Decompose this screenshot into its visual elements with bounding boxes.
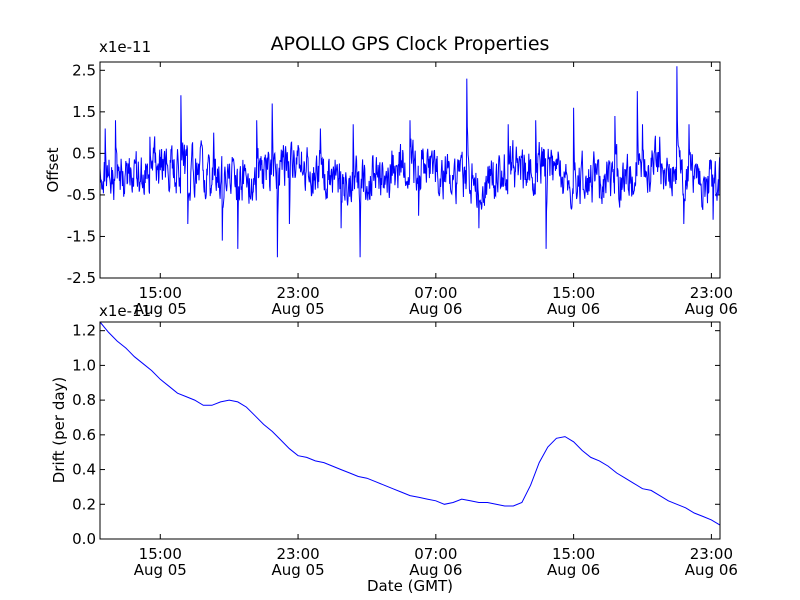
offset-x-tick-date-label: Aug 05 (271, 300, 324, 318)
offset-x-tick-time-label: 15:00 (552, 284, 595, 302)
offset-y-tick-label: 2.5 (72, 61, 96, 79)
drift-x-tick-time-label: 15:00 (139, 545, 182, 563)
chart-title: APOLLO GPS Clock Properties (271, 33, 550, 55)
drift-x-tick-date-label: Aug 05 (134, 561, 187, 579)
y-axis-label-drift: Drift (per day) (50, 377, 68, 484)
drift-y-tick-label: 1.0 (72, 356, 96, 374)
offset-series-line (99, 66, 721, 258)
drift-x-tick-date-label: Aug 06 (685, 561, 738, 579)
offset-x-tick-time-label: 15:00 (139, 284, 182, 302)
y-axis-label-offset: Offset (44, 147, 62, 192)
drift-y-tick-label: 0.4 (72, 461, 96, 479)
offset-x-tick-time-label: 23:00 (690, 284, 733, 302)
offset-x-tick-date-label: Aug 06 (409, 300, 462, 318)
offset-multiplier-label: x1e-11 (99, 38, 151, 56)
offset-x-tick-time-label: 23:00 (276, 284, 319, 302)
offset-y-tick-label: 0.5 (72, 144, 96, 162)
x-axis-label-date: Date (GMT) (367, 577, 453, 595)
offset-y-tick-label: 1.5 (72, 103, 96, 121)
offset-x-tick-time-label: 07:00 (414, 284, 457, 302)
offset-chart: APOLLO GPS Clock Properties x1e-11 Offse… (44, 33, 738, 318)
drift-y-ticks: 1.2 1.0 0.8 0.6 0.4 0.2 0.0 (72, 322, 720, 548)
offset-plot-frame (99, 61, 721, 279)
offset-y-tick-label: -2.5 (67, 269, 96, 287)
drift-x-tick-time-label: 07:00 (414, 545, 457, 563)
offset-y-tick-label: -0.5 (67, 186, 96, 204)
drift-x-tick-date-label: Aug 06 (409, 561, 462, 579)
offset-y-tick-label: -1.5 (67, 227, 96, 245)
drift-plot-frame (99, 321, 721, 540)
offset-x-tick-date-label: Aug 06 (547, 300, 600, 318)
drift-y-tick-label: 0.2 (72, 495, 96, 513)
drift-x-tick-time-label: 23:00 (690, 545, 733, 563)
offset-x-tick-date-label: Aug 06 (685, 300, 738, 318)
drift-y-tick-label: 0.6 (72, 426, 96, 444)
drift-chart: x1e-11 Drift (per day) Date (GMT) 1.2 1.0… (50, 302, 738, 595)
drift-multiplier-label: x1e-11 (99, 302, 151, 320)
drift-x-tick-time-label: 23:00 (276, 545, 319, 563)
offset-y-ticks: 2.5 1.5 0.5 -0.5 -1.5 -2.5 (67, 61, 720, 287)
drift-y-tick-label: 0.0 (72, 530, 96, 548)
drift-y-tick-label: 0.8 (72, 391, 96, 409)
drift-x-tick-date-label: Aug 06 (547, 561, 600, 579)
drift-x-tick-date-label: Aug 05 (271, 561, 324, 579)
drift-y-tick-label: 1.2 (72, 322, 96, 340)
drift-x-tick-time-label: 15:00 (552, 545, 595, 563)
drift-series-line (99, 321, 721, 526)
offset-x-tick-date-label: Aug 05 (134, 300, 187, 318)
